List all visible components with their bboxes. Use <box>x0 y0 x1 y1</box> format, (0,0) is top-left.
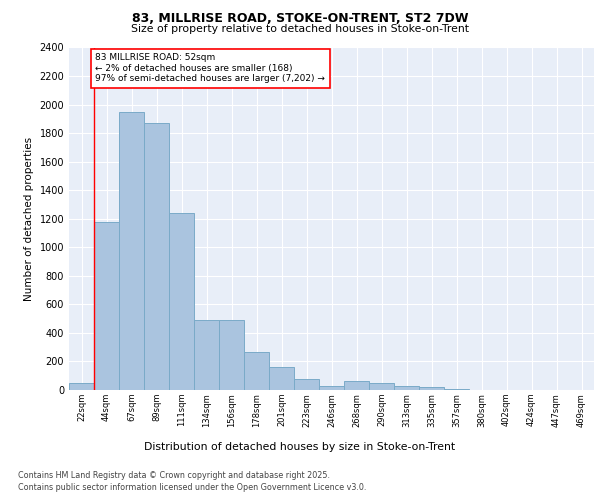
Bar <box>319 386 344 390</box>
Bar <box>419 387 444 390</box>
Y-axis label: Number of detached properties: Number of detached properties <box>24 136 34 301</box>
Text: Contains HM Land Registry data © Crown copyright and database right 2025.: Contains HM Land Registry data © Crown c… <box>18 471 330 480</box>
Bar <box>69 383 94 390</box>
Bar <box>369 383 394 390</box>
Text: 83, MILLRISE ROAD, STOKE-ON-TRENT, ST2 7DW: 83, MILLRISE ROAD, STOKE-ON-TRENT, ST2 7… <box>132 12 468 26</box>
Bar <box>219 320 244 390</box>
Text: 83 MILLRISE ROAD: 52sqm
← 2% of detached houses are smaller (168)
97% of semi-de: 83 MILLRISE ROAD: 52sqm ← 2% of detached… <box>95 53 325 83</box>
Bar <box>394 386 419 390</box>
Bar <box>344 382 369 390</box>
Text: Size of property relative to detached houses in Stoke-on-Trent: Size of property relative to detached ho… <box>131 24 469 34</box>
Bar <box>169 213 194 390</box>
Bar <box>119 112 144 390</box>
Text: Distribution of detached houses by size in Stoke-on-Trent: Distribution of detached houses by size … <box>145 442 455 452</box>
Bar <box>294 380 319 390</box>
Bar <box>94 222 119 390</box>
Bar <box>144 123 169 390</box>
Bar <box>194 320 219 390</box>
Text: Contains public sector information licensed under the Open Government Licence v3: Contains public sector information licen… <box>18 482 367 492</box>
Bar <box>269 367 294 390</box>
Bar <box>244 352 269 390</box>
